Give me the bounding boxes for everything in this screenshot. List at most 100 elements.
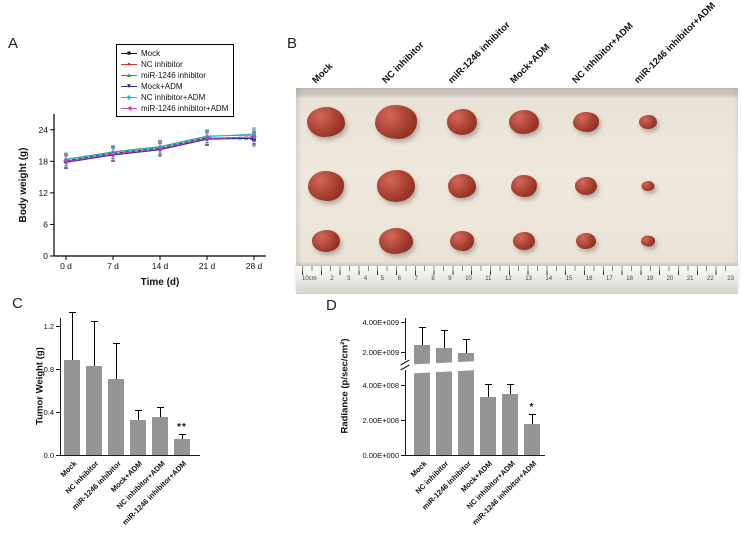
legend-glyph: ◀ bbox=[126, 105, 132, 112]
legend-item: ■ Mock bbox=[121, 48, 228, 59]
legend-marker: ◀ bbox=[121, 104, 137, 113]
error-bar-cap bbox=[68, 312, 76, 314]
y-tick bbox=[401, 455, 405, 456]
marker-triangle-left bbox=[63, 158, 68, 164]
tumor-sample bbox=[641, 181, 655, 191]
y-tick-label: 12 bbox=[39, 188, 49, 198]
legend-label: Mock bbox=[141, 48, 161, 58]
y-tick bbox=[56, 326, 60, 327]
error-bar-cap bbox=[440, 330, 448, 332]
tumor-sample bbox=[308, 171, 344, 201]
ruler-number: 16 bbox=[585, 276, 593, 282]
bar-Mock+ADM bbox=[130, 419, 146, 455]
radiance-axis-label: Radiance (p/sec/cm²) bbox=[339, 338, 351, 434]
legend-label: NC inhibitor bbox=[141, 59, 183, 69]
ruler-number: 10 bbox=[465, 276, 472, 282]
legend-line bbox=[121, 97, 137, 98]
legend-label: miR-1246 inhibitor+ADM bbox=[141, 103, 229, 113]
chart-legend: ■ Mock ● NC inhibitor ▲ miR-1246 inhibitor ▼ Mo… bbox=[116, 44, 235, 117]
error-bar bbox=[71, 312, 73, 361]
ruler-number: 23 bbox=[727, 276, 734, 282]
x-axis-title: Time (d) bbox=[141, 277, 180, 288]
category-label: miR-1246 inhibitor+ADM bbox=[632, 0, 718, 86]
legend-item: ▲ miR-1246 inhibitor bbox=[121, 70, 228, 81]
y-axis bbox=[60, 318, 61, 455]
error-bar bbox=[509, 383, 511, 394]
marker-triangle-left bbox=[251, 134, 256, 140]
tumor-weight-bar-chart: 0.0 0.4 0.8 1.2 ** Mock NC inhibitor miR-1246 i… bbox=[30, 302, 280, 546]
error-bar bbox=[93, 320, 95, 366]
category-label: Mock bbox=[310, 61, 336, 86]
legend-label: Mock+ADM bbox=[141, 81, 183, 91]
y-tick-label: 0.0 bbox=[43, 450, 54, 460]
bar-miR-1246 inhibitor bbox=[108, 378, 124, 455]
ruler-number: 17 bbox=[606, 276, 613, 282]
y-tick bbox=[56, 412, 60, 413]
ruler-number: 18 bbox=[626, 276, 633, 282]
x-tick-label: 21 d bbox=[199, 261, 216, 271]
error-bar-cap bbox=[134, 409, 142, 411]
tumor-sample bbox=[513, 232, 535, 250]
legend-line bbox=[121, 108, 137, 109]
ruler-number: 20 bbox=[666, 276, 674, 282]
category-label: NC inhibitor+ADM bbox=[570, 20, 636, 86]
error-bar bbox=[181, 433, 183, 439]
bar-Mock bbox=[64, 360, 80, 455]
marker-triangle-left bbox=[157, 146, 162, 152]
tumor-sample bbox=[312, 230, 340, 252]
ruler-number: 9 bbox=[448, 276, 452, 282]
y-tick bbox=[56, 455, 60, 456]
error-bar-cap bbox=[528, 413, 536, 415]
legend-line bbox=[121, 64, 137, 65]
legend-label: miR-1246 inhibitor bbox=[141, 70, 206, 80]
tumor-weight-axis-label: Tumor Weight (g) bbox=[34, 347, 46, 425]
legend-glyph: ◆ bbox=[126, 94, 132, 101]
error-bar-cap bbox=[462, 338, 470, 340]
y-tick-label: 0.00E+000 bbox=[362, 450, 400, 460]
ruler-number: 12 bbox=[505, 276, 512, 282]
ruler-number: 19 bbox=[646, 276, 654, 282]
ruler-number: 3 bbox=[347, 276, 351, 282]
bar-miR-1246 inhibitor+ADM bbox=[524, 423, 540, 455]
y-tick-label: 2.00E+008 bbox=[362, 415, 400, 425]
y-tick bbox=[401, 420, 405, 421]
tumor-sample bbox=[576, 233, 596, 249]
bar-NC inhibitor bbox=[86, 365, 102, 455]
ruler-numbers: 10cm 2 3 4 5 6 7 8 9 10 11 12 13 14 15 16 17 18 19 20 21 22 23 bbox=[302, 276, 734, 282]
error-bar bbox=[421, 326, 423, 346]
panel-a-label: A bbox=[8, 35, 19, 52]
y-tick-label: 18 bbox=[39, 156, 49, 166]
category-label: Mock+ADM bbox=[508, 41, 553, 86]
tumor-photo: 10cm 2 3 4 5 6 7 8 9 10 11 12 13 14 15 16 17 18 19 20 21 22 23 bbox=[296, 88, 738, 294]
legend-marker: ▲ bbox=[121, 71, 137, 80]
legend-marker: ● bbox=[121, 60, 137, 69]
y-tick-label: 1.2 bbox=[43, 321, 54, 331]
y-tick bbox=[56, 369, 60, 370]
legend-marker: ◆ bbox=[121, 93, 137, 102]
x-tick-label: 28 d bbox=[246, 261, 263, 271]
ruler-number: 22 bbox=[707, 276, 714, 282]
legend-label: NC inhibitor+ADM bbox=[141, 92, 206, 102]
ruler-number: 2 bbox=[330, 276, 334, 282]
y-axis-title: Body weight (g) bbox=[18, 148, 29, 223]
y-tick-label: 0.4 bbox=[43, 407, 54, 417]
significance-marker: ** bbox=[177, 421, 187, 433]
ruler: 10cm 2 3 4 5 6 7 8 9 10 11 12 13 14 15 16 17 18 19 20 21 22 23 bbox=[296, 266, 738, 293]
tumor-sample bbox=[641, 235, 655, 247]
bar-miR-1246 inhibitor bbox=[458, 353, 474, 455]
y-tick bbox=[401, 352, 405, 353]
panel-b-label: B bbox=[287, 35, 298, 52]
error-bar bbox=[443, 330, 445, 348]
category-label: NC inhibitor bbox=[380, 39, 427, 86]
error-bar bbox=[137, 409, 139, 420]
y-tick bbox=[401, 322, 405, 323]
tumor-sample bbox=[509, 110, 539, 134]
ruler-number: 11 bbox=[485, 276, 492, 282]
category-label: miR-1246 inhibitor bbox=[446, 19, 513, 86]
ruler-number: 5 bbox=[380, 276, 385, 282]
ruler-minor-ticks bbox=[302, 266, 734, 271]
tumor-sample bbox=[511, 175, 537, 197]
error-bar bbox=[115, 343, 117, 379]
tumor-sample bbox=[450, 231, 474, 251]
